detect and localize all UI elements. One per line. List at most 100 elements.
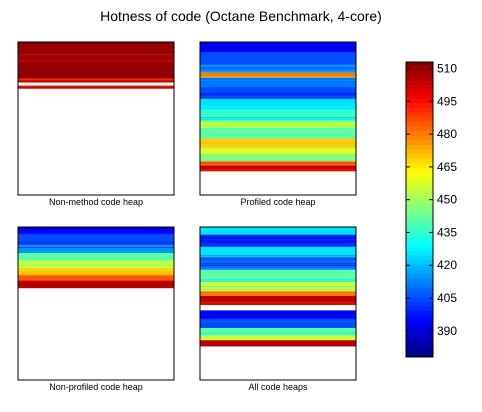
colorbar-step [406, 71, 433, 77]
heatmap-band [18, 253, 174, 261]
colorbar-step [406, 158, 433, 164]
colorbar-step [406, 144, 433, 150]
colorbar-tick-label: 390 [437, 324, 457, 338]
heatmap-row [18, 274, 174, 276]
heatmap-row [200, 255, 356, 257]
heatmap-row [200, 268, 356, 270]
colorbar-step [406, 112, 433, 118]
colorbar-step [406, 306, 433, 312]
colorbar-step [406, 126, 433, 132]
heatmap-row [200, 68, 356, 70]
heatmap-band [200, 318, 356, 328]
heatmap-row [18, 227, 174, 229]
panel-caption: All code heaps [248, 382, 308, 392]
heatmap-row [18, 242, 174, 244]
heatmap-row [200, 147, 356, 149]
colorbar-step [406, 227, 433, 233]
colorbar-step [406, 232, 433, 238]
heatmap-band [200, 42, 356, 53]
colorbar-step [406, 89, 433, 95]
heatmap-row [18, 285, 174, 287]
colorbar-step [406, 66, 433, 72]
colorbar: 390 405 420 435 450 465 480 495 510 [405, 61, 457, 358]
heatmap-band [18, 260, 174, 269]
colorbar-step [406, 209, 433, 215]
colorbar-step [406, 131, 433, 137]
heatmap-row [18, 232, 174, 234]
colorbar-step [406, 121, 433, 127]
colorbar-step [406, 200, 433, 206]
heatmap-row [200, 164, 356, 165]
heatmap-row [200, 113, 356, 115]
colorbar-tick-label: 495 [437, 94, 457, 108]
heatmap-row [18, 81, 174, 83]
heatmap-band [200, 52, 356, 65]
heatmap-band [200, 246, 356, 258]
heatmap-row [18, 86, 174, 88]
heatmap-row [200, 240, 356, 242]
heatmap-row [200, 279, 356, 281]
heatmap-row [200, 154, 356, 156]
colorbar-step [406, 135, 433, 141]
colorbar-step [406, 292, 433, 298]
heatmap-band [200, 86, 356, 99]
panel-frame [17, 226, 175, 381]
heatmap-row [200, 92, 356, 94]
heatmap-row [200, 47, 356, 49]
heatmap-row [200, 318, 356, 320]
heatmap-row [200, 83, 356, 85]
colorbar-step [406, 255, 433, 261]
colorbar-step [406, 310, 433, 316]
colorbar-step [406, 94, 433, 100]
heatmap-row [18, 284, 174, 286]
heatmap-row [200, 281, 356, 282]
heatmap-row [18, 237, 174, 239]
colorbar-step [406, 85, 433, 90]
colorbar-step [406, 195, 433, 201]
heatmap-row [200, 285, 356, 287]
colorbar-step [406, 264, 433, 270]
colorbar-tick-label: 420 [437, 258, 457, 272]
heatmap-row [18, 247, 174, 249]
heatmap-row [200, 303, 356, 305]
heatmap-band [200, 161, 356, 166]
heatmap-row [200, 67, 356, 68]
heatmap-row [200, 345, 356, 347]
heatmap-band [200, 165, 356, 172]
colorbar-step [406, 315, 433, 321]
heatmap-row [200, 76, 356, 78]
colorbar-step [406, 324, 433, 330]
heatmap-row [200, 292, 356, 294]
panel-caption: Non-method code heap [49, 197, 143, 207]
heatmap-row [18, 70, 174, 72]
colorbar-step [406, 75, 433, 81]
colorbar-step [406, 320, 433, 326]
heatmap-row [18, 264, 174, 266]
heatmap-band [200, 153, 356, 162]
heatmap-row [200, 256, 356, 258]
heatmap-row [18, 74, 174, 76]
heatmap-band [200, 310, 356, 319]
colorbar-step [406, 343, 433, 349]
colorbar-step [406, 117, 433, 123]
colorbar-step [406, 191, 433, 196]
heatmap-row [18, 76, 174, 78]
colorbar-step [406, 241, 433, 247]
colorbar-step [406, 329, 433, 335]
colorbar-step [406, 269, 433, 275]
heatmap-band [200, 98, 356, 110]
heatmap-panels: Non-method code heap Profiled code heap No… [17, 41, 357, 392]
heatmap-row [200, 125, 356, 127]
heatmap-panel: Non-method code heap [17, 41, 175, 207]
heatmap-row [200, 271, 356, 273]
heatmap-row [200, 237, 356, 239]
heatmap-row [200, 79, 356, 81]
colorbar-step [406, 218, 433, 224]
colorbar-tick-label: 465 [437, 160, 457, 174]
colorbar-step [406, 108, 433, 114]
heatmap-band [200, 291, 356, 296]
colorbar-step [406, 172, 433, 178]
heatmap-row [200, 337, 356, 339]
colorbar-step [406, 297, 433, 302]
